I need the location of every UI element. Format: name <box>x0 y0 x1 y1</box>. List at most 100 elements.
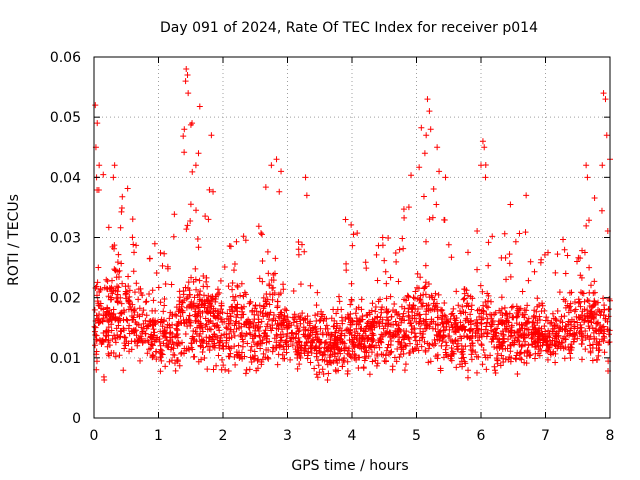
data-point <box>140 307 147 314</box>
data-point <box>418 343 425 350</box>
data-point <box>178 319 185 326</box>
data-point <box>266 282 273 289</box>
data-point <box>179 307 186 314</box>
data-point <box>301 347 308 354</box>
data-point <box>541 251 548 258</box>
data-point <box>354 330 361 337</box>
data-point <box>290 288 297 295</box>
data-point <box>269 291 276 298</box>
data-point <box>417 274 424 281</box>
data-point <box>489 233 496 240</box>
data-point <box>401 296 408 303</box>
data-point <box>532 324 539 331</box>
data-point <box>601 335 608 342</box>
data-point <box>422 291 429 298</box>
data-point <box>478 162 484 169</box>
data-point <box>132 327 139 334</box>
data-point <box>225 283 232 290</box>
data-point <box>372 357 379 364</box>
data-point <box>225 320 232 327</box>
data-point <box>313 318 320 325</box>
data-point <box>531 268 538 275</box>
data-point <box>131 338 138 345</box>
data-point <box>237 292 244 299</box>
x-tick-label: 5 <box>412 428 421 444</box>
data-point <box>346 315 353 322</box>
data-point <box>199 349 206 356</box>
data-point <box>154 318 161 325</box>
data-point <box>513 352 520 359</box>
data-point <box>455 302 462 309</box>
data-point <box>532 340 539 347</box>
data-point <box>527 351 534 358</box>
data-point <box>237 331 244 338</box>
data-point <box>308 338 315 345</box>
data-point <box>564 328 571 335</box>
data-point <box>264 354 271 361</box>
data-point <box>474 337 481 344</box>
data-point <box>429 341 436 348</box>
data-point <box>185 90 192 97</box>
data-point <box>392 332 399 339</box>
data-point <box>258 318 265 325</box>
data-point <box>246 330 253 337</box>
data-point <box>528 335 535 342</box>
data-point <box>387 293 394 300</box>
data-point <box>271 335 278 342</box>
data-point <box>136 305 143 312</box>
data-point <box>369 324 376 331</box>
data-point <box>465 367 472 374</box>
data-point <box>206 334 213 341</box>
data-point <box>427 126 434 133</box>
data-point <box>193 207 200 214</box>
data-point <box>278 334 285 341</box>
data-point <box>480 307 487 314</box>
data-point <box>148 341 155 348</box>
data-point <box>480 302 487 309</box>
data-point <box>207 310 214 317</box>
data-point <box>220 362 227 369</box>
data-point <box>335 293 342 300</box>
data-point <box>142 337 149 344</box>
data-point <box>188 340 195 347</box>
data-point <box>191 294 198 301</box>
data-point <box>502 326 509 333</box>
data-point <box>361 343 368 350</box>
data-point <box>416 164 423 171</box>
data-point <box>406 349 413 356</box>
data-point <box>194 292 201 299</box>
data-point <box>248 343 255 350</box>
data-point <box>292 335 299 342</box>
data-point <box>355 321 362 328</box>
data-point <box>431 337 438 344</box>
data-point <box>453 288 460 295</box>
data-point <box>441 300 448 307</box>
data-point <box>131 289 138 296</box>
data-point <box>591 195 598 202</box>
data-point <box>183 66 190 73</box>
data-point <box>525 315 532 322</box>
y-axis-title: ROTI / TECUs <box>6 194 22 286</box>
data-point <box>150 297 157 304</box>
data-point <box>351 344 358 351</box>
data-point <box>347 301 354 308</box>
data-point <box>488 321 495 328</box>
data-point <box>493 325 500 332</box>
data-point <box>205 216 212 223</box>
data-point <box>450 350 457 357</box>
data-point <box>458 358 465 365</box>
data-point <box>359 313 366 320</box>
data-point <box>385 234 392 241</box>
data-point <box>447 315 454 322</box>
data-point <box>163 334 170 341</box>
data-point <box>283 349 290 356</box>
data-point <box>347 310 354 317</box>
data-point <box>166 358 173 365</box>
data-point <box>492 369 499 376</box>
data-point <box>584 297 591 304</box>
data-point <box>357 341 364 348</box>
data-point <box>218 302 225 309</box>
data-point <box>398 303 405 310</box>
data-point <box>128 346 135 353</box>
data-point <box>437 327 444 334</box>
